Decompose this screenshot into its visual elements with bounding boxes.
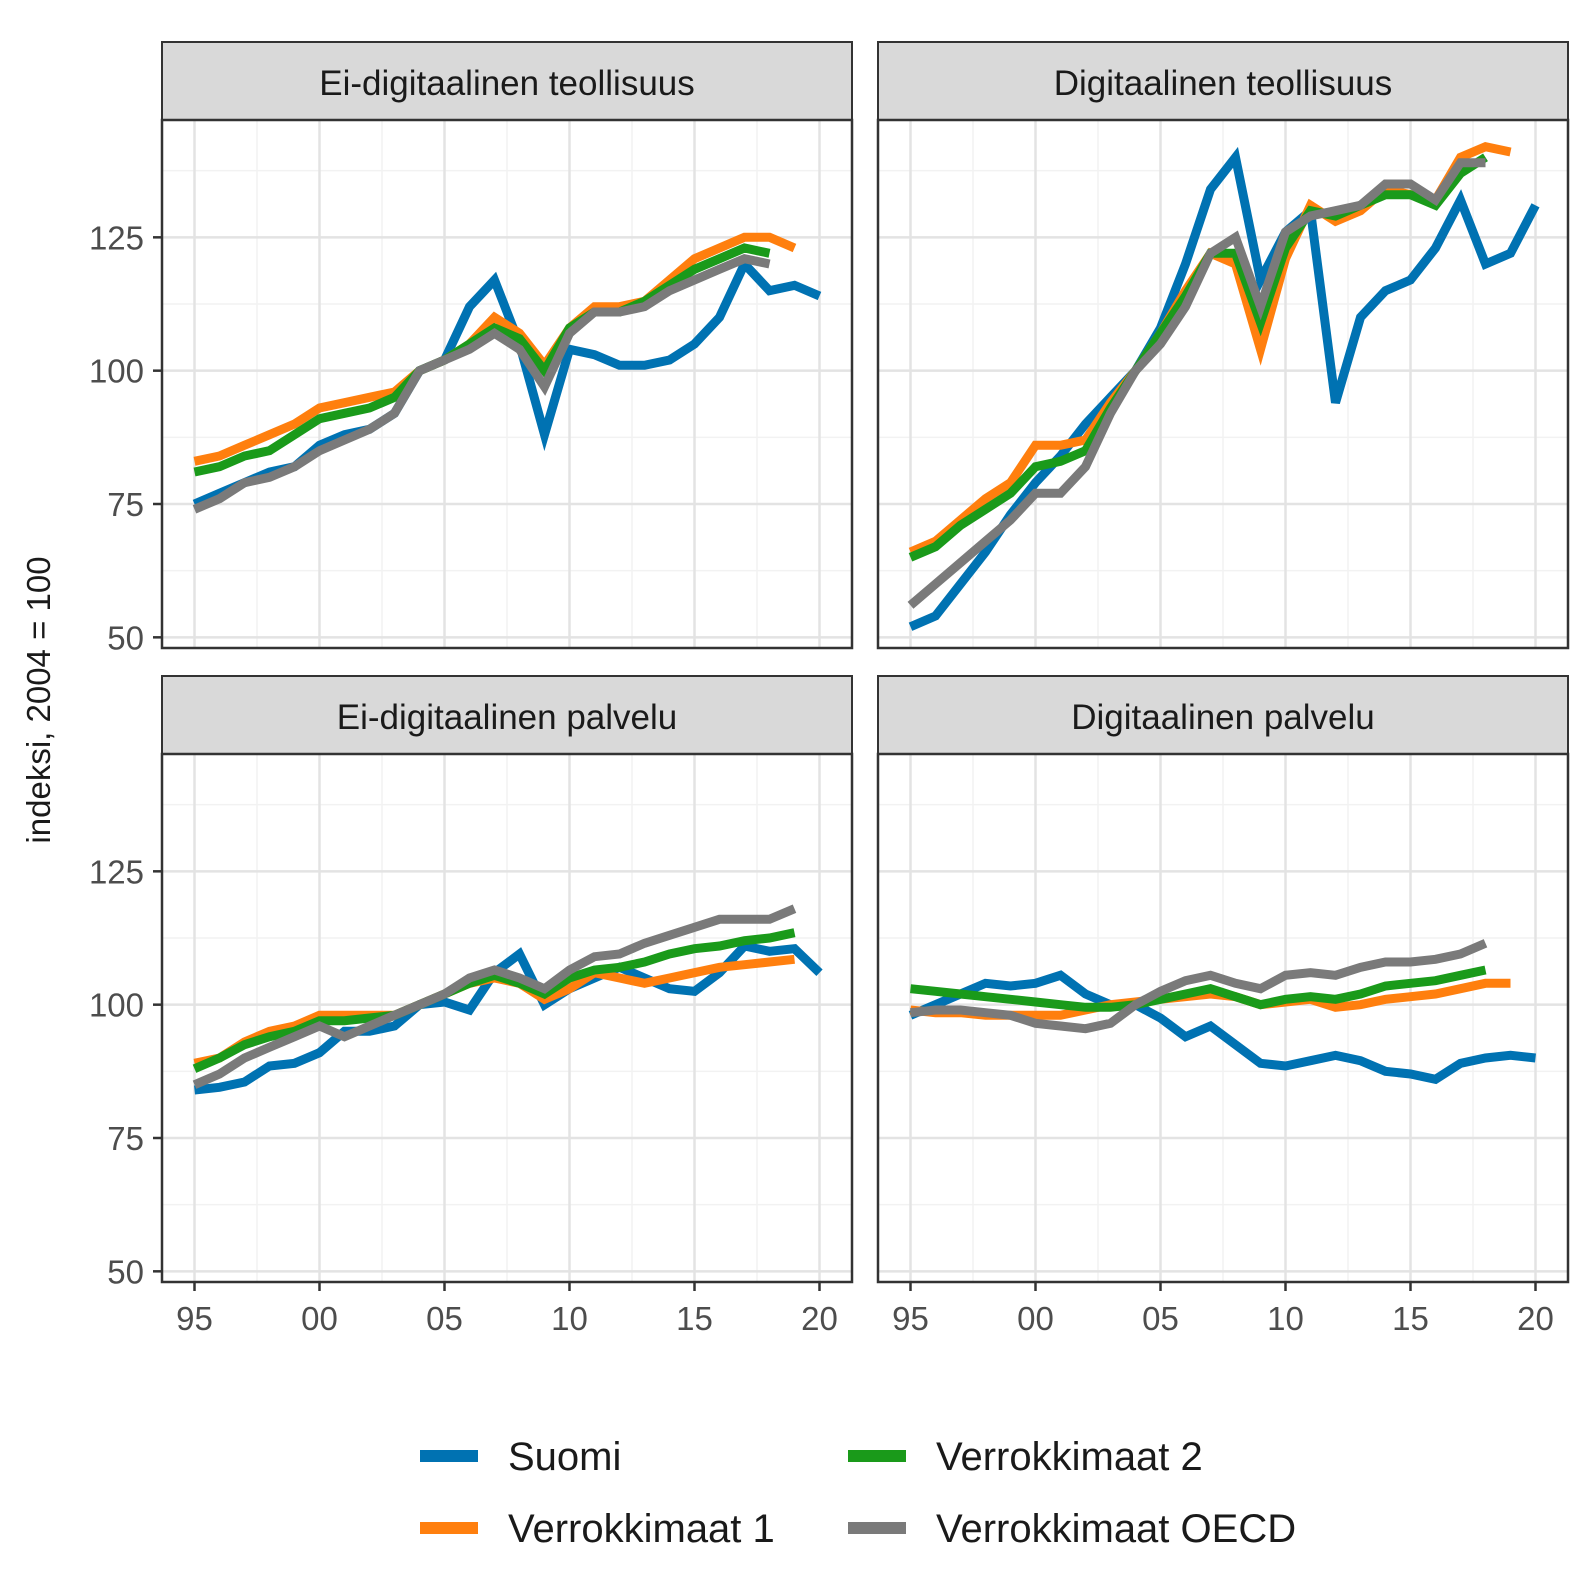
panel-border bbox=[160, 752, 854, 1284]
x-tick-label: 05 bbox=[426, 1300, 463, 1337]
panel-top-left: Ei-digitaalinen teollisuus bbox=[160, 41, 854, 650]
panel-title-ei-digitaalinen-teollisuus: Ei-digitaalinen teollisuus bbox=[319, 64, 695, 103]
x-tick-label: 95 bbox=[176, 1300, 213, 1337]
strip-top-left bbox=[161, 41, 853, 121]
x-axes: 95 00 05 10 15 20 95 00 05 10 15 20 bbox=[176, 1282, 1554, 1337]
series-line-verrokkimaat-oecd bbox=[192, 254, 771, 514]
series-line-verrokkimaat-oecd bbox=[192, 904, 797, 1089]
x-tick-label: 10 bbox=[551, 1300, 588, 1337]
panel-top-right: Digitaalinen teollisuus bbox=[876, 41, 1570, 650]
plot-area-top-right bbox=[878, 120, 1568, 648]
series-line-verrokkimaat-2 bbox=[910, 965, 1487, 1012]
series-line-verrokkimaat-2 bbox=[192, 928, 796, 1073]
y-tick-label: 50 bbox=[107, 619, 144, 656]
legend: Suomi Verrokkimaat 1 Verrokkimaat 2 Verrokk… bbox=[420, 1435, 1296, 1551]
strip-bottom-left bbox=[161, 675, 853, 755]
panel-border bbox=[876, 118, 1570, 650]
legend-label-verrokkimaat-2: Verrokkimaat 2 bbox=[936, 1435, 1203, 1479]
x-tick-label: 00 bbox=[1017, 1300, 1054, 1337]
y-tick-label: 75 bbox=[107, 1120, 144, 1157]
plot-area-top-left bbox=[162, 120, 852, 648]
y-tick-label: 125 bbox=[89, 853, 144, 890]
series-line-verrokkimaat-1 bbox=[193, 232, 797, 466]
plot-area-bottom-right bbox=[878, 754, 1568, 1282]
panel-border bbox=[876, 752, 1570, 1284]
panel-border bbox=[160, 118, 854, 650]
x-tick-label: 10 bbox=[1267, 1300, 1304, 1337]
panel-title-digitaalinen-palvelu: Digitaalinen palvelu bbox=[1071, 698, 1375, 737]
x-tick-label: 20 bbox=[801, 1300, 838, 1337]
y-tick-label: 75 bbox=[107, 486, 144, 523]
strip-bottom-right bbox=[877, 675, 1569, 755]
y-tick-label: 100 bbox=[89, 987, 144, 1024]
x-tick-label: 95 bbox=[892, 1300, 929, 1337]
y-tick-label: 125 bbox=[89, 219, 144, 256]
legend-label-verrokkimaat-1: Verrokkimaat 1 bbox=[508, 1507, 775, 1551]
plot-area-bottom-left bbox=[162, 754, 852, 1282]
x-tick-label: 20 bbox=[1517, 1300, 1554, 1337]
series-line-suomi bbox=[194, 941, 823, 1095]
panel-title-ei-digitaalinen-palvelu: Ei-digitaalinen palvelu bbox=[337, 698, 678, 737]
panel-bottom-left: Ei-digitaalinen palvelu bbox=[160, 675, 854, 1284]
panel-title-digitaalinen-teollisuus: Digitaalinen teollisuus bbox=[1054, 64, 1393, 103]
legend-label-suomi: Suomi bbox=[508, 1435, 621, 1479]
panel-bottom-right: Digitaalinen palvelu bbox=[876, 675, 1570, 1284]
y-axes: 50 75 100 125 50 75 100 125 bbox=[89, 219, 162, 1290]
legend-label-verrokkimaat-oecd: Verrokkimaat OECD bbox=[936, 1507, 1296, 1551]
x-tick-label: 15 bbox=[676, 1300, 713, 1337]
series-line-suomi bbox=[908, 970, 1536, 1085]
y-axis-title: indeksi, 2004 = 100 bbox=[20, 556, 57, 843]
y-tick-label: 100 bbox=[89, 353, 144, 390]
y-tick-label: 50 bbox=[107, 1253, 144, 1290]
series-line-verrokkimaat-oecd bbox=[910, 939, 1488, 1034]
x-tick-label: 00 bbox=[301, 1300, 338, 1337]
strip-top-right bbox=[877, 41, 1569, 121]
x-tick-label: 15 bbox=[1392, 1300, 1429, 1337]
x-tick-label: 05 bbox=[1142, 1300, 1179, 1337]
series-line-verrokkimaat-oecd bbox=[907, 158, 1486, 609]
